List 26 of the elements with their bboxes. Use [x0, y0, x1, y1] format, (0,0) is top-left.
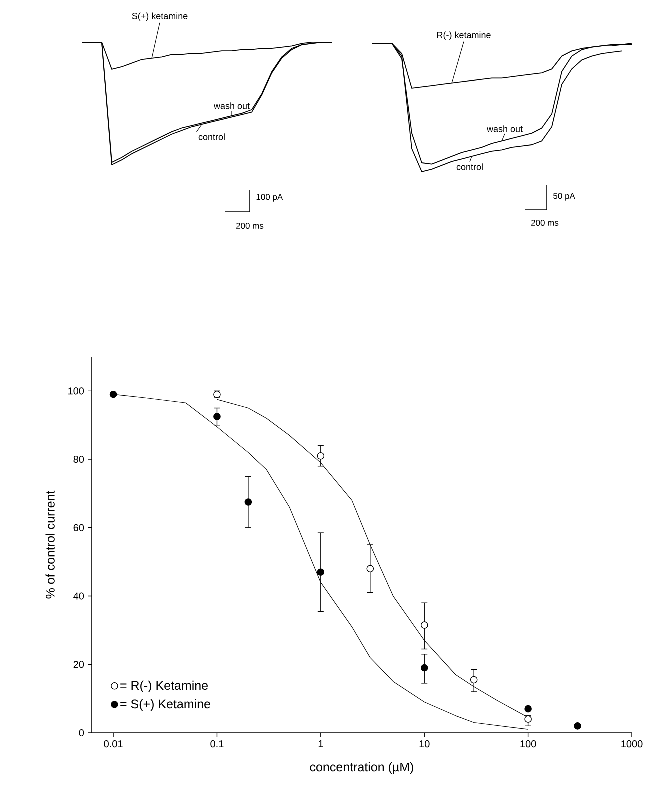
y-tick-label: 40 [74, 592, 84, 600]
y-tick-label: 80 [74, 456, 84, 464]
series-label: wash out [486, 126, 523, 132]
y-tick-label: 0 [79, 729, 84, 737]
text: 200 ms [531, 220, 559, 226]
text: S(+) ketamine [132, 12, 188, 22]
legend-label: control [456, 164, 483, 170]
x-axis-title: concentration (µM) [310, 762, 414, 774]
y-axis-title: % of control current [46, 490, 55, 599]
legend-label: = R(-) Ketamine [120, 680, 208, 693]
x-tick-label: 0.1 [210, 740, 224, 748]
legend-label: control [198, 134, 225, 140]
y-tick-label: 20 [74, 661, 84, 668]
series-label: wash out [214, 102, 250, 110]
x-tick-label: 0.01 [104, 740, 123, 748]
y-tick-label: 100 [68, 388, 84, 395]
x-tick-label: 10 [420, 740, 430, 748]
text: 50 pA [554, 193, 576, 201]
x-tick-label: 1000 [622, 740, 643, 748]
x-tick-label: 1 [318, 740, 324, 748]
y-tick-label: 60 [74, 524, 84, 532]
legend-label: = S(+) Ketamine [120, 699, 210, 712]
text: 100 pA [256, 194, 284, 202]
text: R(-) ketamine [437, 32, 491, 40]
text: 200 ms [236, 222, 264, 229]
x-tick-label: 100 [520, 740, 536, 748]
